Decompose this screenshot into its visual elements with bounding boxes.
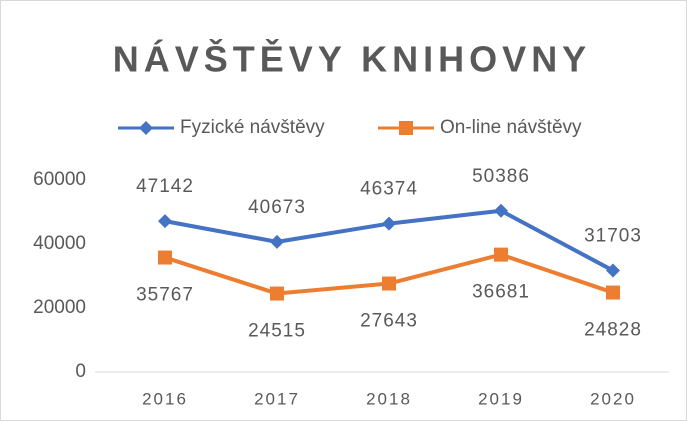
marker	[139, 121, 153, 135]
y-tick-label: 0	[75, 361, 86, 382]
legend-label: On-line návštěvy	[440, 117, 582, 138]
data-label: 50386	[472, 166, 530, 187]
x-tick-label: 2018	[366, 389, 412, 408]
legend-label: Fyzické návštěvy	[180, 117, 325, 138]
data-label: 47142	[136, 176, 194, 197]
marker	[399, 121, 413, 135]
x-tick-label: 2019	[478, 389, 524, 408]
data-label: 24515	[248, 321, 306, 342]
x-tick-label: 2017	[254, 389, 300, 408]
data-label: 36681	[472, 282, 530, 303]
data-label: 31703	[584, 226, 642, 247]
data-label: 40673	[248, 197, 306, 218]
marker	[382, 276, 396, 291]
x-tick-label: 2016	[142, 389, 188, 408]
data-label: 35767	[136, 285, 194, 306]
chart-title: NÁVŠTĚVY KNIHOVNY	[113, 38, 591, 80]
marker	[158, 214, 172, 229]
marker	[382, 216, 396, 231]
marker	[158, 250, 172, 265]
y-tick-label: 60000	[33, 169, 86, 190]
y-tick-label: 40000	[33, 233, 86, 254]
marker	[494, 247, 508, 262]
marker	[606, 285, 620, 300]
y-tick-label: 20000	[33, 297, 86, 318]
data-label: 24828	[584, 320, 642, 341]
data-label: 27643	[360, 311, 418, 332]
marker	[494, 203, 508, 218]
marker	[606, 263, 620, 278]
marker	[270, 234, 284, 249]
data-label: 46374	[360, 179, 418, 200]
marker	[270, 286, 284, 301]
x-tick-label: 2020	[590, 389, 636, 408]
